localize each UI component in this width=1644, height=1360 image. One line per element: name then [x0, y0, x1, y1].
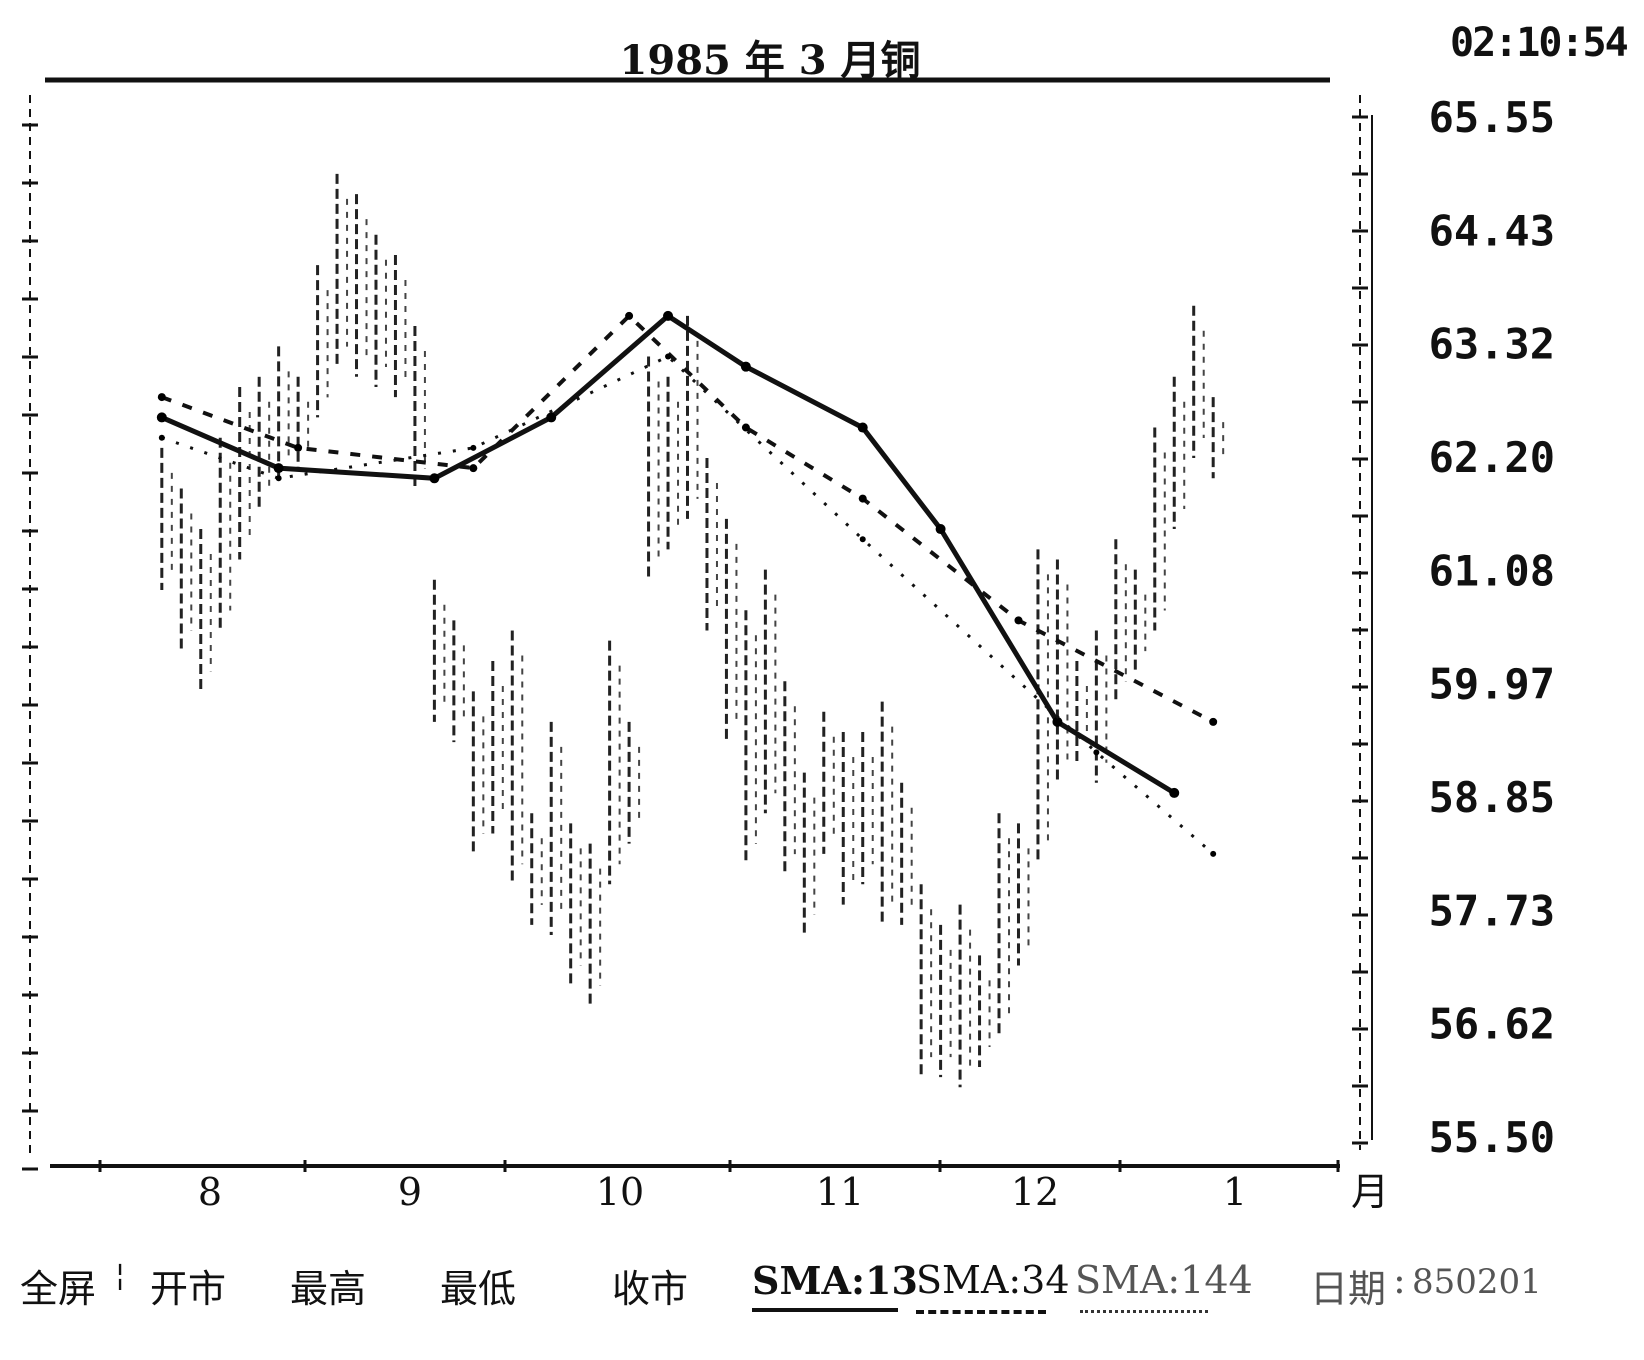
- y-tick-label: 61.08: [1429, 546, 1555, 595]
- series-line-sma13: [160, 312, 1176, 796]
- plot-area: 65.55 64.43 63.32 62.20 61.08 59.97 58.85 57.73…: [22, 77, 1555, 1214]
- series-point: [858, 494, 867, 503]
- series-point: [294, 443, 303, 452]
- series-point: [741, 423, 750, 432]
- series-point: [857, 422, 868, 433]
- x-axis-label: 月: [1351, 1170, 1389, 1214]
- series-point: [546, 412, 557, 423]
- series-point: [1209, 717, 1218, 726]
- y-tick-label: 58.85: [1429, 773, 1555, 822]
- legend-sma34-line: [916, 1310, 1046, 1314]
- y-tick-label: 56.62: [1429, 1000, 1555, 1049]
- y-tick-label: 59.97: [1429, 660, 1555, 709]
- footer-open[interactable]: 开市: [150, 1267, 227, 1311]
- series-point: [158, 434, 165, 441]
- series-point: [470, 444, 477, 451]
- footer-bar: 全屏 ¦ 开市 最高 最低 收市 SMA:13 SMA:34 SMA:144 日…: [0, 1258, 1644, 1338]
- footer-fullscreen[interactable]: 全屏: [20, 1267, 97, 1311]
- footer-date-colon: :: [1393, 1258, 1406, 1302]
- series-point: [1210, 850, 1217, 857]
- footer-date-value: 850201: [1412, 1262, 1542, 1302]
- x-tick-label: 12: [1011, 1170, 1059, 1214]
- series-point: [1014, 616, 1023, 625]
- series-point: [273, 463, 284, 474]
- series-point: [935, 524, 946, 535]
- footer-divider: ¦: [115, 1258, 126, 1293]
- x-tick-label: 1: [1223, 1170, 1247, 1214]
- series-line-sma144: [161, 354, 1215, 855]
- y-tick-label: 63.32: [1429, 320, 1555, 369]
- legend-sma13[interactable]: SMA:13: [752, 1258, 918, 1303]
- series-point: [1093, 749, 1100, 756]
- series-point: [665, 353, 672, 360]
- series-point: [156, 412, 167, 423]
- x-tick-label: 9: [398, 1170, 422, 1214]
- x-tick-label: 11: [816, 1170, 864, 1214]
- y-tick-label: 62.20: [1429, 433, 1555, 482]
- footer-date-label: 日期: [1310, 1267, 1387, 1311]
- series-point: [625, 311, 634, 320]
- y-tick-label: 57.73: [1429, 886, 1555, 935]
- series-point: [275, 475, 282, 482]
- series-point: [740, 361, 751, 372]
- footer-high[interactable]: 最高: [290, 1267, 367, 1311]
- series-point: [429, 473, 440, 484]
- series-point: [157, 393, 166, 402]
- series-point: [859, 536, 866, 543]
- legend-sma13-line: [752, 1308, 898, 1312]
- footer-low[interactable]: 最低: [440, 1267, 517, 1311]
- x-tick-label: 8: [198, 1170, 222, 1214]
- series-line-sma34: [161, 313, 1215, 724]
- legend-sma34[interactable]: SMA:34: [916, 1258, 1070, 1302]
- series-point: [1169, 787, 1180, 798]
- series-point: [469, 464, 478, 473]
- chart-title: 1985 年 3 月铜: [619, 37, 921, 84]
- legend-sma144[interactable]: SMA:144: [1075, 1258, 1253, 1302]
- legend-sma144-line: [1080, 1310, 1208, 1313]
- clock-readout: 02:10:54: [1450, 20, 1629, 66]
- y-tick-label: 64.43: [1429, 206, 1555, 255]
- y-tick-label: 65.55: [1429, 93, 1555, 142]
- series-point: [663, 310, 674, 321]
- footer-close[interactable]: 收市: [612, 1267, 689, 1311]
- series-point: [1052, 716, 1063, 727]
- x-tick-label: 10: [596, 1170, 644, 1214]
- y-tick-label: 55.50: [1429, 1113, 1555, 1162]
